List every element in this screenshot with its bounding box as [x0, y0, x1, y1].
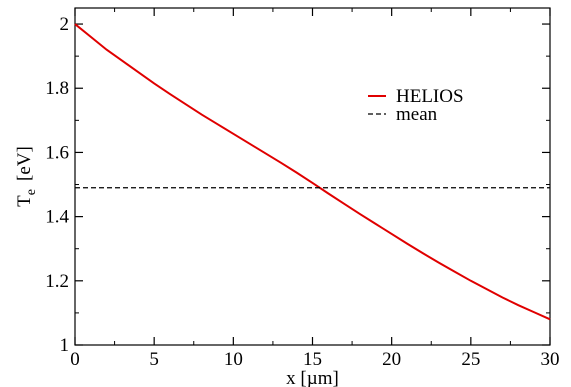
- y-axis-label-subscript: e: [24, 189, 39, 195]
- x-tick-label: 30: [541, 349, 560, 370]
- y-axis-label: Te [eV]: [14, 146, 39, 207]
- x-tick-label: 15: [303, 349, 322, 370]
- y-axis-label-unit: [eV]: [14, 146, 35, 181]
- y-tick-label: 1.6: [45, 142, 69, 163]
- series-line-helios: [74, 23, 551, 321]
- y-tick-label: 2: [60, 14, 70, 35]
- y-tick-label: 1.8: [45, 78, 69, 99]
- x-tick-label: 5: [149, 349, 159, 370]
- y-tick-label: 1.2: [45, 271, 69, 292]
- x-tick-label: 25: [461, 349, 480, 370]
- x-tick-label: 20: [382, 349, 401, 370]
- y-tick-label: 1: [60, 335, 70, 356]
- legend-label-helios: HELIOS: [396, 86, 464, 107]
- y-tick-label: 1.4: [45, 207, 69, 228]
- x-axis-label: x [µm]: [286, 368, 339, 387]
- y-axis-label-main: T: [14, 195, 35, 207]
- plot-frame: [74, 7, 551, 346]
- x-tick-label: 10: [224, 349, 243, 370]
- plot-area: 0 5 10 15 20 25 30 1 1.2 1.4 1.6 1.8 2: [45, 7, 560, 370]
- legend-label-mean: mean: [396, 104, 438, 125]
- x-tick-label: 0: [70, 349, 80, 370]
